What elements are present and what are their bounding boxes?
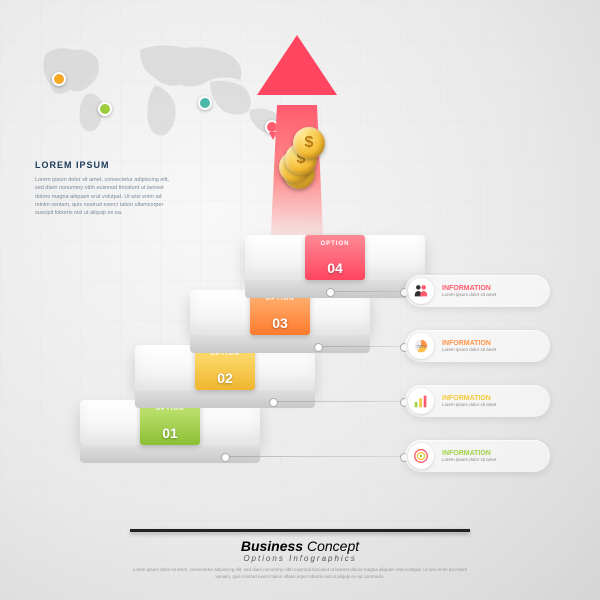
pill-title: INFORMATION: [442, 285, 496, 292]
footer-subtitle: Options Infographics: [130, 554, 470, 563]
pill-subtitle: Lorem ipsum dolor sit amet: [442, 292, 496, 297]
connector-line: [318, 346, 405, 347]
pie-icon: 72%: [408, 333, 434, 359]
map-marker: [98, 102, 112, 116]
connector-line: [273, 401, 405, 402]
stair-step-04: OPTION04: [245, 235, 425, 280]
map-marker: [198, 96, 212, 110]
map-marker: [52, 72, 66, 86]
info-pill-4: INFORMATIONLorem ipsum dolor sit amet: [405, 440, 550, 472]
info-pill-2: 72% INFORMATIONLorem ipsum dolor sit amet: [405, 330, 550, 362]
pill-subtitle: Lorem ipsum dolor sit amet: [442, 402, 496, 407]
step-label: OPTION: [320, 241, 349, 247]
footer: Business Concept Options Infographics Lo…: [130, 529, 470, 580]
staircase: OPTION01OPTION02OPTION03OPTION04: [80, 150, 420, 470]
footer-title: Business Concept: [130, 538, 470, 554]
pill-title: INFORMATION: [442, 395, 496, 402]
svg-text:72%: 72%: [416, 344, 425, 349]
footer-body: Lorem ipsum dolor sit amet, consectetur …: [130, 567, 470, 580]
info-pill-1: INFORMATIONLorem ipsum dolor sit amet: [405, 275, 550, 307]
pill-subtitle: Lorem ipsum dolor sit amet: [442, 347, 496, 352]
connector-line: [330, 291, 405, 292]
bars-icon: [408, 388, 434, 414]
people-icon: [408, 278, 434, 304]
target-icon: [408, 443, 434, 469]
pill-subtitle: Lorem ipsum dolor sit amet: [442, 457, 496, 462]
info-pill-3: INFORMATIONLorem ipsum dolor sit amet: [405, 385, 550, 417]
connector-line: [225, 456, 405, 457]
pill-title: INFORMATION: [442, 450, 496, 457]
pill-title: INFORMATION: [442, 340, 496, 347]
